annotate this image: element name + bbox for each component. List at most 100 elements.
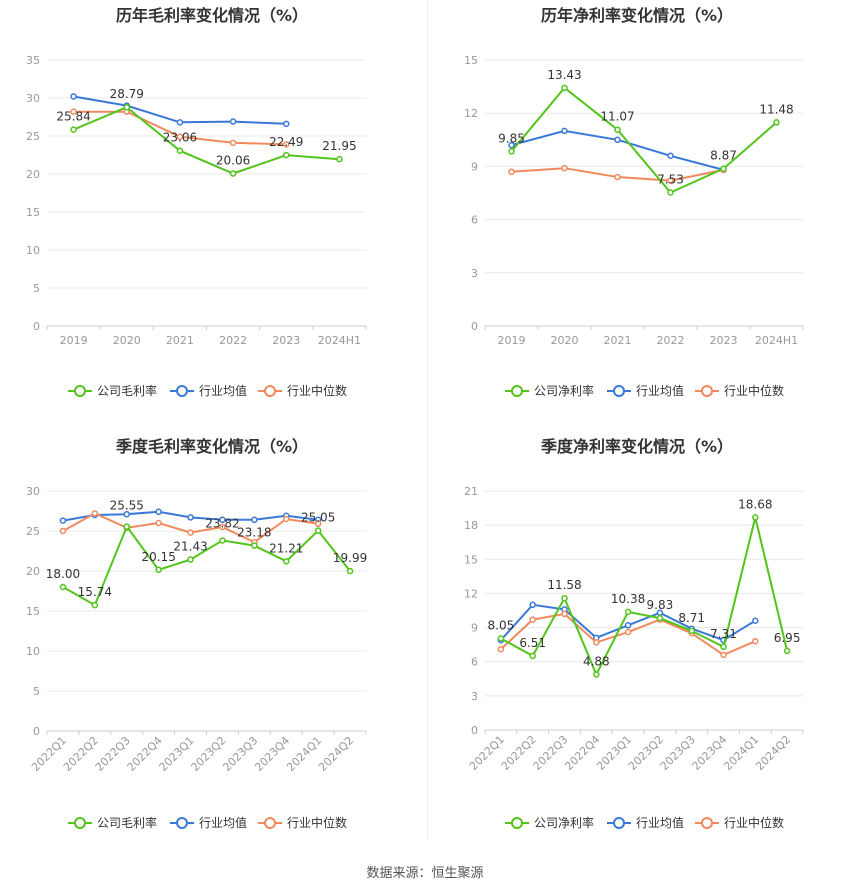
legend-label: 行业均值 <box>199 815 247 830</box>
data-point <box>229 170 237 177</box>
y-tick-label: 25 <box>26 130 40 143</box>
legend-item[interactable]: 公司净利率 <box>505 815 594 830</box>
legend-item[interactable]: 行业中位数 <box>258 815 347 830</box>
data-label: 22.49 <box>269 135 303 149</box>
legend-item[interactable]: 行业中位数 <box>695 383 784 398</box>
data-point <box>314 520 322 528</box>
data-point <box>561 164 568 172</box>
data-point <box>176 147 184 154</box>
data-label: 25.55 <box>110 499 144 513</box>
vertical-divider <box>427 0 428 840</box>
x-tick-label: 2023 <box>710 334 738 347</box>
data-point <box>59 517 67 524</box>
data-point <box>155 519 162 527</box>
chart-panel-quarterly-gross-margin: 季度毛利率变化情况（%） 0 5 10 15 20 25 30 2022Q1 2022Q2 2022… <box>0 431 425 861</box>
legend-item[interactable]: 行业均值 <box>607 383 684 398</box>
chart-title: 历年净利率变化情况（%） <box>541 6 733 25</box>
y-tick-label: 20 <box>26 565 40 578</box>
data-point <box>283 558 290 565</box>
legend-item[interactable]: 行业均值 <box>170 383 247 398</box>
data-point <box>283 141 290 148</box>
data-label: 9.85 <box>498 131 525 145</box>
x-tick-label: 2023 <box>272 334 300 347</box>
legend-marker-icon <box>74 817 86 829</box>
x-tick-label: 2019 <box>498 334 526 347</box>
legend-item[interactable]: 行业中位数 <box>258 383 347 398</box>
data-point <box>508 141 515 149</box>
data-point <box>155 508 162 516</box>
data-point <box>219 516 226 524</box>
x-tick-label: 2024H1 <box>755 334 798 347</box>
data-point <box>614 173 621 181</box>
data-label: 21.21 <box>269 541 303 555</box>
y-tick-label: 15 <box>26 605 40 618</box>
legend-marker-icon <box>176 817 188 829</box>
series-line <box>510 86 778 194</box>
data-point <box>720 643 727 651</box>
data-point <box>91 601 99 609</box>
legend-item[interactable]: 行业中位数 <box>695 815 784 830</box>
legend-label: 公司毛利率 <box>97 815 157 830</box>
data-label: 20.15 <box>141 550 175 564</box>
data-point <box>70 108 77 115</box>
y-tick-label: 21 <box>464 485 478 498</box>
data-point <box>593 639 600 646</box>
data-point <box>155 566 162 574</box>
data-point <box>752 617 759 624</box>
legend-label: 行业中位数 <box>724 815 784 830</box>
data-label: 8.71 <box>678 611 705 625</box>
data-source-note: 数据来源：恒生聚源 <box>366 866 484 881</box>
data-point <box>624 608 632 616</box>
y-tick-label: 0 <box>471 320 478 333</box>
legend-label: 公司净利率 <box>534 815 594 830</box>
data-point <box>783 647 791 655</box>
chart-title: 季度毛利率变化情况（%） <box>115 437 308 456</box>
data-point <box>508 148 515 155</box>
data-point <box>123 510 130 518</box>
legend-label: 行业中位数 <box>287 815 347 830</box>
data-point <box>624 622 632 629</box>
data-point <box>508 168 515 175</box>
legend-marker-icon <box>511 817 523 829</box>
legend-marker-icon <box>74 385 86 397</box>
data-point <box>229 139 237 147</box>
legend-item[interactable]: 公司毛利率 <box>68 815 157 830</box>
y-tick-label: 25 <box>26 525 40 538</box>
data-point <box>688 627 695 635</box>
chart-svg-0: 历年毛利率变化情况（%） 0 5 10 15 20 25 30 35 2019 2020 2021 20… <box>26 6 367 398</box>
y-tick-label: 10 <box>26 645 40 658</box>
data-label: 15.74 <box>78 585 112 599</box>
data-label: 21.95 <box>322 139 356 153</box>
data-label: 11.48 <box>759 102 793 116</box>
legend-label: 行业均值 <box>199 383 247 398</box>
chart-title: 季度净利率变化情况（%） <box>540 437 733 456</box>
data-point <box>346 567 354 575</box>
x-tick-label: 2024Q2 <box>753 733 793 773</box>
data-point <box>59 583 67 591</box>
data-label: 21.43 <box>173 540 207 554</box>
legend-item[interactable]: 公司毛利率 <box>68 383 157 398</box>
y-tick-label: 35 <box>26 54 40 67</box>
legend-item[interactable]: 公司净利率 <box>505 383 594 398</box>
data-point <box>667 152 674 160</box>
y-tick-label: 9 <box>471 622 478 635</box>
chart-svg-3: 季度净利率变化情况（%）0369121518212022Q12022Q22022… <box>464 437 804 830</box>
y-tick-label: 0 <box>33 725 40 738</box>
data-point <box>497 635 505 642</box>
legend-label: 行业中位数 <box>287 383 347 398</box>
y-tick-label: 0 <box>33 320 40 333</box>
y-tick-label: 15 <box>464 553 478 566</box>
y-tick-label: 5 <box>33 282 40 295</box>
x-tick-label: 2024H1 <box>318 334 361 347</box>
data-point <box>314 527 322 534</box>
chart-svg-1: 历年净利率变化情况（%） 0 3 6 9 12 15 2019 2020 2021 2022 2023… <box>464 6 804 398</box>
y-tick-label: 15 <box>26 206 40 219</box>
chart-title: 历年毛利率变化情况（%） <box>116 6 308 25</box>
legend-marker-icon <box>701 817 713 829</box>
data-label: 11.58 <box>547 578 581 592</box>
legend-item[interactable]: 行业均值 <box>607 815 684 830</box>
data-point <box>91 510 99 517</box>
y-tick-label: 30 <box>26 485 40 498</box>
legend-item[interactable]: 行业均值 <box>170 815 247 830</box>
y-tick-label: 12 <box>464 587 478 600</box>
